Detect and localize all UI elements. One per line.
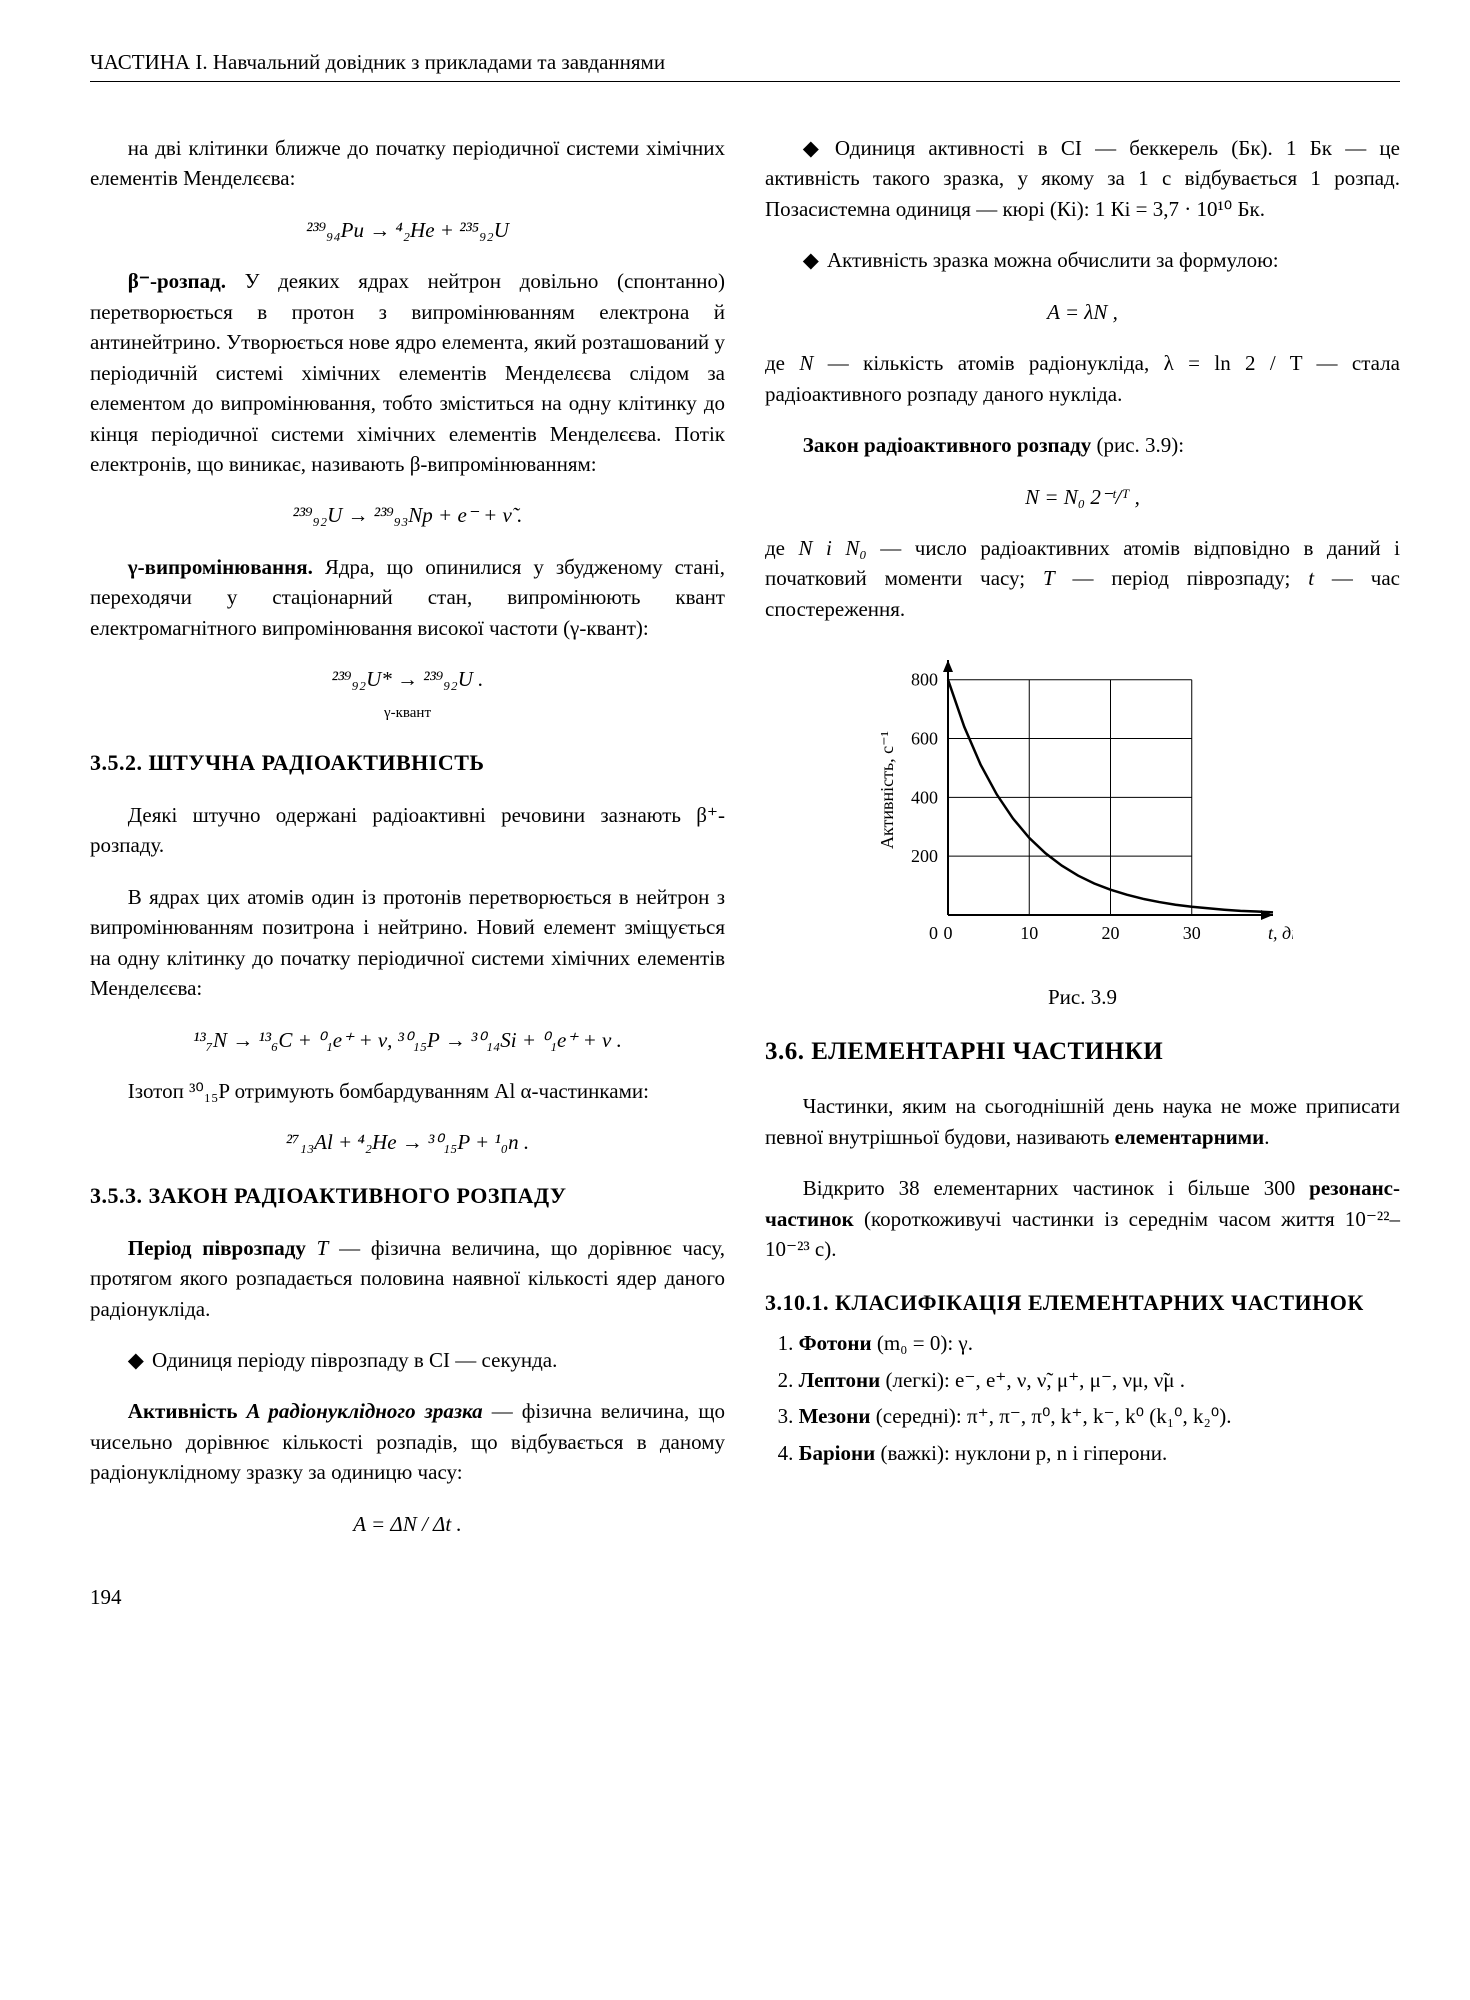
text: де	[765, 351, 799, 375]
text: (короткоживучі частинки із середнім часо…	[765, 1207, 1400, 1261]
term: Закон радіоактивного розпаду	[803, 433, 1091, 457]
bullet: Одиниця активності в СІ — беккерель (Бк)…	[765, 133, 1400, 224]
var: T	[317, 1236, 329, 1260]
section-heading: 3.10.1. КЛАСИФІКАЦІЯ ЕЛЕМЕНТАРНИХ ЧАСТИН…	[765, 1287, 1400, 1319]
text: .	[1264, 1125, 1269, 1149]
list-item: Баріони (важкі): нуклони p, n і гіперони…	[799, 1438, 1400, 1468]
para: Частинки, яким на сьогоднішній день наук…	[765, 1091, 1400, 1152]
text: (рис. 3.9):	[1091, 433, 1184, 457]
para: Активність A радіонуклідного зразка — фі…	[90, 1396, 725, 1487]
term: Баріони	[799, 1441, 876, 1465]
formula: ²³⁹₉₂U* → ²³⁹₉₂U . γ-квант	[90, 664, 725, 725]
decay-chart: 0 10 20 30 200 400 600 800 0 t, діб Активність, с⁻…	[765, 645, 1400, 1012]
svg-text:10: 10	[1020, 923, 1038, 943]
formula: ¹³₇N → ¹³₆C + ⁰₁e⁺ + ν, ³⁰₁₅P → ³⁰₁₄Si +…	[90, 1025, 725, 1055]
text: де	[765, 536, 799, 560]
svg-text:0: 0	[943, 923, 952, 943]
formula-sub: γ-квант	[384, 705, 431, 721]
list-item: Фотони (m₀ = 0): γ.	[799, 1328, 1400, 1358]
term: елементарними	[1115, 1125, 1265, 1149]
para: де N — кількість атомів радіонукліда, λ …	[765, 348, 1400, 409]
section-heading: 3.5.3. ЗАКОН РАДІОАКТИВНОГО РОЗПАДУ	[90, 1180, 725, 1212]
page-header: ЧАСТИНА І. Навчальний довідник з приклад…	[90, 50, 1400, 82]
bullet: Активність зразка можна обчислити за фор…	[765, 245, 1400, 275]
term: β⁻-розпад.	[128, 269, 226, 293]
svg-text:t, діб: t, діб	[1268, 923, 1293, 943]
term: γ-випромінювання.	[128, 555, 313, 579]
text: (m₀ = 0): γ.	[872, 1331, 973, 1355]
text: Відкрито 38 елементарних частинок і біль…	[803, 1176, 1309, 1200]
para: Період піврозпаду T — фізична величина, …	[90, 1233, 725, 1324]
para: γ-випромінювання. Ядра, що опинилися у з…	[90, 552, 725, 643]
text: (важкі): нуклони p, n і гіперони.	[875, 1441, 1167, 1465]
list-item: Лептони (легкі): e⁻, e⁺, ν, ν̃, μ⁺, μ⁻, …	[799, 1365, 1400, 1395]
para: де N і N₀ — число радіоактивних атомів в…	[765, 533, 1400, 624]
text: (легкі): e⁻, e⁺, ν, ν̃, μ⁺, μ⁻, νμ, ν̃μ …	[880, 1368, 1185, 1392]
svg-text:400: 400	[911, 788, 938, 808]
para: В ядрах цих атомів один із протонів пере…	[90, 882, 725, 1004]
formula: N = N₀ 2⁻ᵗ/ᵀ ,	[765, 482, 1400, 512]
text: — кількість атомів радіонукліда, λ = ln …	[765, 351, 1400, 405]
term: Період піврозпаду	[128, 1236, 317, 1260]
para: Закон радіоактивного розпаду (рис. 3.9):	[765, 430, 1400, 460]
var: A радіонуклідного зразка	[247, 1399, 483, 1423]
formula: ²³⁹₉₄Pu → ⁴₂He + ²³⁵₉₂U	[90, 215, 725, 245]
var: N	[799, 351, 813, 375]
svg-text:30: 30	[1182, 923, 1200, 943]
para: на дві клітинки ближче до початку період…	[90, 133, 725, 194]
term: Активність	[128, 1399, 247, 1423]
formula-main: ²³⁹₉₂U* → ²³⁹₉₂U .	[332, 667, 484, 691]
text: — період піврозпаду;	[1055, 566, 1309, 590]
para: Деякі штучно одержані радіоактивні речов…	[90, 800, 725, 861]
section-heading: 3.6. ЕЛЕМЕНТАРНІ ЧАСТИНКИ	[765, 1034, 1400, 1070]
var: N і N₀	[799, 536, 867, 560]
formula: ²⁷₁₃Al + ⁴₂He → ³⁰₁₅P + ¹₀n .	[90, 1127, 725, 1157]
term: Мезони	[799, 1404, 871, 1428]
para: Відкрито 38 елементарних частинок і біль…	[765, 1173, 1400, 1264]
svg-text:Активність, с⁻¹: Активність, с⁻¹	[877, 731, 897, 849]
classification-list: Фотони (m₀ = 0): γ. Лептони (легкі): e⁻,…	[765, 1328, 1400, 1468]
bullet: Одиниця періоду піврозпаду в СІ — секунд…	[90, 1345, 725, 1375]
text: Частинки, яким на сьогоднішній день наук…	[765, 1094, 1400, 1148]
var: T	[1043, 566, 1055, 590]
formula: ²³⁹₉₂U → ²³⁹₉₃Np + e⁻ + ν̃ .	[90, 500, 725, 530]
text: (середні): π⁺, π⁻, π⁰, k⁺, k⁻, k⁰ (k₁⁰, …	[870, 1404, 1231, 1428]
para: β⁻-розпад. У деяких ядрах нейтрон довіль…	[90, 266, 725, 479]
right-column: Одиниця активності в СІ — беккерель (Бк)…	[765, 112, 1400, 1545]
svg-text:600: 600	[911, 729, 938, 749]
svg-text:200: 200	[911, 846, 938, 866]
chart-svg: 0 10 20 30 200 400 600 800 0 t, діб Активність, с⁻…	[873, 645, 1293, 965]
svg-text:0: 0	[929, 923, 938, 943]
figure-caption: Рис. 3.9	[765, 982, 1400, 1012]
svg-text:20: 20	[1101, 923, 1119, 943]
list-item: Мезони (середні): π⁺, π⁻, π⁰, k⁺, k⁻, k⁰…	[799, 1401, 1400, 1431]
formula: A = ΔN / Δt .	[90, 1509, 725, 1539]
term: Фотони	[799, 1331, 872, 1355]
formula: A = λN ,	[765, 297, 1400, 327]
page-number: 194	[90, 1585, 1400, 1610]
text: У деяких ядрах нейтрон довільно (спонтан…	[90, 269, 725, 476]
left-column: на дві клітинки ближче до початку період…	[90, 112, 725, 1545]
section-heading: 3.5.2. ШТУЧНА РАДІОАКТИВНІСТЬ	[90, 747, 725, 779]
para: Ізотоп ³⁰₁₅P отримують бомбардуванням Al…	[90, 1076, 725, 1106]
svg-text:800: 800	[911, 670, 938, 690]
term: A радіонуклідного зразка	[247, 1399, 483, 1423]
term: Лептони	[799, 1368, 881, 1392]
